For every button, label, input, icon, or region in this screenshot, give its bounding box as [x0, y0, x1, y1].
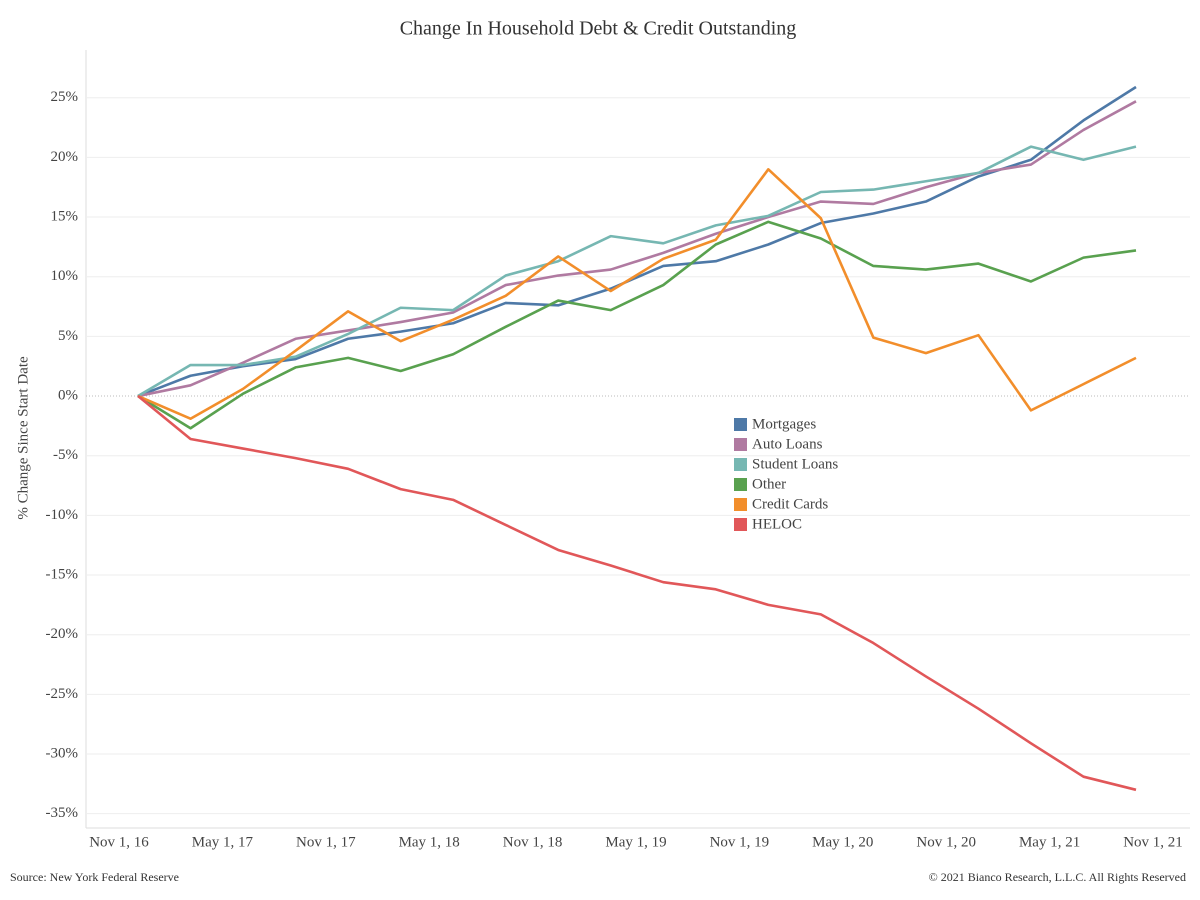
legend-label: Student Loans [752, 456, 838, 472]
y-tick-label: -15% [46, 566, 79, 582]
y-tick-label: -20% [46, 626, 79, 642]
y-tick-label: -10% [46, 507, 79, 523]
x-tick-label: Nov 1, 21 [1123, 834, 1183, 850]
legend-label: Other [752, 476, 786, 492]
x-tick-label: May 1, 20 [812, 834, 873, 850]
chart-title: Change In Household Debt & Credit Outsta… [400, 18, 797, 40]
x-tick-label: Nov 1, 18 [503, 834, 563, 850]
series-line [137, 395, 1137, 792]
legend-swatch [734, 518, 747, 531]
series-line [137, 145, 1137, 398]
legend-label: Mortgages [752, 416, 816, 432]
series-line [137, 85, 1137, 398]
legend-label: Credit Cards [752, 496, 828, 512]
legend-swatch [734, 418, 747, 431]
x-tick-label: Nov 1, 20 [916, 834, 976, 850]
y-tick-label: -25% [46, 686, 79, 702]
legend-swatch [734, 498, 747, 511]
legend-label: HELOC [752, 516, 802, 532]
series-line [137, 220, 1137, 430]
legend-swatch [734, 478, 747, 491]
y-axis-label: % Change Since Start Date [15, 356, 31, 520]
legend-swatch [734, 438, 747, 451]
y-tick-label: 5% [58, 328, 78, 344]
x-tick-label: May 1, 21 [1019, 834, 1080, 850]
y-tick-label: -30% [46, 745, 79, 761]
copyright-note: © 2021 Bianco Research, L.L.C. All Right… [929, 870, 1186, 884]
x-tick-label: Nov 1, 17 [296, 834, 356, 850]
legend-swatch [734, 458, 747, 471]
y-tick-label: 20% [51, 149, 79, 165]
x-tick-label: May 1, 17 [192, 834, 254, 850]
x-tick-label: May 1, 19 [605, 834, 666, 850]
y-tick-label: 0% [58, 387, 78, 403]
x-tick-label: May 1, 18 [399, 834, 460, 850]
x-tick-label: Nov 1, 19 [710, 834, 770, 850]
legend-label: Auto Loans [752, 436, 823, 452]
series-line [137, 168, 1137, 421]
series-line [137, 100, 1137, 398]
y-tick-label: 25% [51, 89, 79, 105]
y-tick-label: 15% [51, 208, 79, 224]
y-tick-label: -35% [46, 805, 79, 821]
y-tick-label: 10% [51, 268, 79, 284]
y-tick-label: -5% [53, 447, 78, 463]
source-note: Source: New York Federal Reserve [10, 870, 179, 884]
x-tick-label: Nov 1, 16 [89, 834, 149, 850]
